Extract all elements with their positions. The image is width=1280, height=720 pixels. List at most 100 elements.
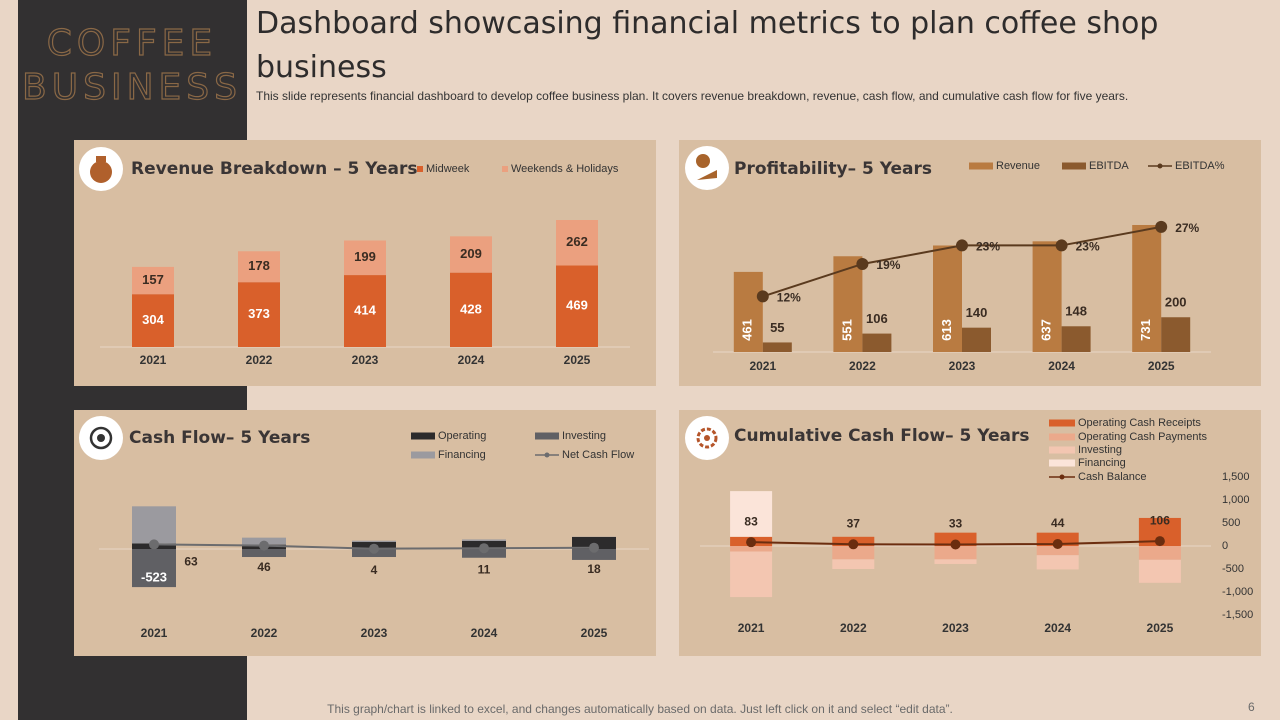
data-label: 55 [770, 320, 784, 335]
data-label: -523 [141, 569, 167, 584]
legend-swatch [417, 166, 423, 172]
bar [132, 266, 174, 295]
x-tick-label: 2023 [942, 621, 969, 635]
bar [1138, 559, 1181, 583]
y-tick-label: 0 [1222, 540, 1228, 552]
x-tick-label: 2024 [458, 353, 485, 367]
bar [238, 251, 280, 283]
bar [730, 491, 773, 537]
slide-title: Dashboard showcasing financial metrics t… [256, 6, 1159, 85]
bar [344, 240, 386, 276]
y-tick-label: -1,000 [1222, 586, 1253, 598]
x-tick-label: 2024 [1048, 359, 1075, 373]
data-label: 262 [566, 234, 588, 249]
x-tick-label: 2023 [361, 626, 388, 640]
bar [1161, 317, 1191, 352]
line-point [956, 239, 968, 252]
line-point [848, 539, 859, 550]
data-label: 4 [371, 563, 378, 577]
data-label: 140 [966, 305, 988, 320]
legend-label: Operating Cash Receipts [1078, 417, 1201, 429]
data-label: 23% [976, 240, 1000, 254]
data-label: 731 [1138, 319, 1153, 341]
x-tick-label: 2025 [564, 353, 591, 367]
legend-label: Midweek [426, 163, 470, 175]
data-label: 178 [248, 258, 270, 273]
data-label: 19% [876, 258, 900, 272]
x-tick-label: 2022 [840, 621, 867, 635]
legend-label: Investing [1078, 444, 1122, 456]
brand-line: COFFEE [47, 23, 217, 64]
bar [934, 559, 977, 564]
x-tick-label: 2021 [749, 359, 776, 373]
data-label: 613 [939, 319, 954, 341]
bar [730, 546, 773, 552]
bar [934, 546, 977, 560]
y-tick-label: -500 [1222, 563, 1244, 575]
x-tick-label: 2024 [471, 626, 498, 640]
legend-swatch [1049, 446, 1075, 454]
legend-swatch [411, 432, 435, 440]
x-tick-label: 2021 [140, 353, 167, 367]
page-number: 6 [1248, 700, 1255, 714]
line-point [1052, 538, 1063, 549]
legend-label: Investing [562, 430, 606, 442]
icon [685, 416, 729, 460]
bar [962, 327, 991, 352]
bar [132, 549, 176, 588]
footer-note: This graph/chart is linked to excel, and… [327, 702, 953, 716]
x-tick-label: 2022 [251, 626, 278, 640]
data-label: 44 [1051, 516, 1065, 530]
bar [450, 272, 492, 347]
legend-label: Net Cash Flow [562, 449, 634, 461]
data-label: 209 [460, 246, 482, 261]
line-point [259, 540, 269, 551]
legend-dot [1157, 163, 1163, 169]
line-point [1155, 220, 1168, 233]
legend-label: Operating Cash Payments [1078, 431, 1208, 443]
bar [832, 559, 875, 569]
x-tick-label: 2023 [352, 353, 379, 367]
chart-title: Profitability– 5 Years [734, 159, 932, 179]
data-label: 37 [847, 516, 861, 530]
bar [1036, 546, 1079, 556]
line-point [479, 543, 489, 554]
legend-swatch [1049, 419, 1075, 427]
legend-label: EBITDA [1089, 160, 1129, 172]
data-label: 461 [740, 319, 755, 341]
data-label: 469 [566, 298, 588, 313]
x-tick-label: 2024 [1044, 621, 1071, 635]
data-label: 414 [354, 302, 376, 317]
x-tick-label: 2021 [141, 626, 168, 640]
bar [450, 236, 492, 273]
chart-title: Cumulative Cash Flow– 5 Years [734, 426, 1030, 446]
legend-label: Revenue [996, 160, 1040, 172]
bar [352, 540, 396, 543]
x-tick-label: 2022 [246, 353, 273, 367]
legend-dot [544, 452, 550, 458]
legend-swatch [969, 162, 993, 170]
data-label: 46 [257, 560, 271, 574]
bar [344, 275, 386, 347]
data-label: 304 [142, 312, 164, 327]
legend-swatch [535, 432, 559, 440]
data-label: 27% [1175, 221, 1199, 235]
data-label: 106 [866, 311, 888, 326]
bar [462, 549, 506, 558]
legend-swatch [411, 451, 435, 459]
data-label: 83 [744, 514, 758, 528]
bar [556, 219, 598, 266]
chart-title: Revenue Breakdown – 5 Years [131, 159, 418, 179]
data-label: 199 [354, 249, 376, 264]
data-label: 637 [1039, 319, 1054, 341]
bar [238, 282, 280, 347]
icon [685, 146, 729, 190]
data-label: 63 [184, 555, 198, 569]
bar [242, 549, 286, 558]
legend-swatch [1062, 162, 1086, 170]
bar [1132, 224, 1162, 352]
line-point [856, 257, 869, 270]
chart-title: Cash Flow– 5 Years [129, 428, 310, 448]
data-label: 11 [478, 562, 491, 576]
